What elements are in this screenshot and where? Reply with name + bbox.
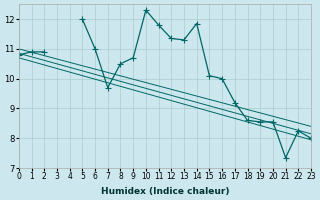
X-axis label: Humidex (Indice chaleur): Humidex (Indice chaleur)	[101, 187, 229, 196]
